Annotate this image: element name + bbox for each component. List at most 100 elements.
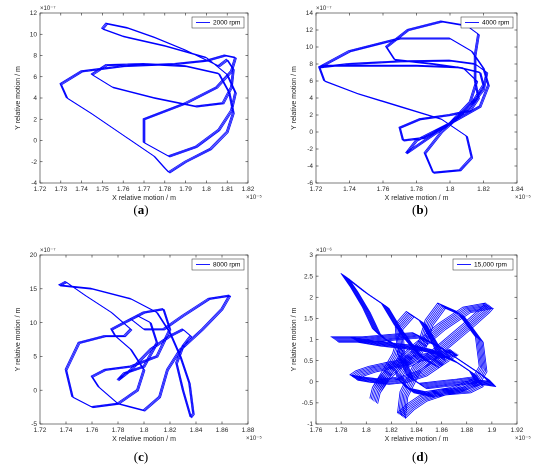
x-tick-label: 1.74: [75, 186, 88, 193]
x-axis-label: X relative motion / m: [385, 436, 449, 443]
x-tick-label: 1.76: [377, 186, 390, 193]
legend-box: [191, 16, 245, 29]
y-tick-label: 2.5: [304, 273, 313, 280]
x-tick-label: 1.84: [410, 427, 423, 434]
x-tick-label: 1.86: [216, 427, 229, 434]
chart-panel-a: 1.72 1.73 1.74 1.75 1.76 1.77 1.78 1.79 1.8 1.81 1…: [15, 5, 262, 217]
series-line-1-pass-2: [319, 21, 490, 174]
x-axis-label: X relative motion / m: [385, 195, 449, 202]
x-tick-label: 1.88: [242, 427, 255, 434]
x-tick-label: 1.81: [221, 186, 234, 193]
legend-label: 4000 rpm: [482, 20, 509, 27]
x-tick-label: 1.82: [164, 427, 177, 434]
x-tick-label: 1.72: [310, 186, 323, 193]
y-tick-label: 2: [309, 112, 313, 119]
chart-panel-d: 1.76 1.78 1.8 1.82 1.84 1.86 1.88 1.9 1.92 -1 -0.5…: [291, 247, 531, 464]
x-tick-label: 1.82: [477, 186, 490, 193]
y-tick-label: 0: [309, 129, 313, 136]
y-tick-label: -2: [31, 159, 37, 166]
series-line-1-pass-1: [59, 281, 231, 418]
y-exponent: ×10⁻⁷: [316, 5, 332, 12]
panel-caption: (b): [412, 202, 428, 217]
x-tick-label: 1.8: [139, 427, 148, 434]
y-tick-label: 0: [309, 379, 313, 386]
y-tick-label: -2: [307, 146, 313, 153]
x-tick-label: 1.92: [511, 427, 524, 434]
x-tick-label: 1.76: [86, 427, 99, 434]
panel-caption: (c): [134, 449, 148, 464]
y-tick-label: 20: [30, 252, 38, 259]
y-tick-label: 5: [33, 354, 37, 361]
y-tick-label: 1.5: [304, 316, 313, 323]
x-tick-label: 1.78: [112, 427, 125, 434]
y-tick-label: 14: [306, 10, 314, 17]
series-line-1: [318, 20, 488, 173]
x-exponent: ×10⁻⁵: [515, 194, 531, 201]
x-tick-label: 1.9: [487, 427, 496, 434]
y-tick-label: 12: [306, 27, 314, 34]
x-tick-label: 1.8: [202, 186, 211, 193]
y-tick-label: 10: [306, 44, 314, 51]
y-tick-label: 10: [30, 31, 38, 38]
x-tick-label: 1.8: [362, 427, 371, 434]
y-exponent: ×10⁻⁶: [316, 247, 332, 254]
panel-caption: (a): [133, 202, 148, 217]
y-tick-label: 6: [33, 74, 37, 81]
x-tick-label: 1.74: [60, 427, 73, 434]
x-tick-label: 1.78: [335, 427, 348, 434]
x-tick-label: 1.8: [445, 186, 454, 193]
series-line-1-pass-6: [338, 278, 497, 419]
x-tick-label: 1.73: [54, 186, 67, 193]
y-exponent: ×10⁻⁷: [40, 5, 56, 12]
legend-box: [460, 16, 514, 29]
y-tick-label: 3: [309, 252, 313, 259]
y-tick-label: 0: [33, 387, 37, 394]
y-tick-label: 0: [33, 138, 37, 145]
legend-box: [191, 258, 245, 271]
series-line-1-pass-2: [60, 282, 232, 419]
panel-caption-letter: d: [416, 449, 424, 464]
y-exponent: ×10⁻⁷: [40, 247, 56, 254]
x-tick-label: 1.84: [511, 186, 524, 193]
series-line-1: [58, 281, 230, 417]
plot-area: [39, 254, 249, 425]
y-tick-label: -4: [307, 163, 313, 170]
y-tick-label: -6: [307, 180, 313, 187]
x-tick-label: 1.79: [179, 186, 192, 193]
legend-box: [452, 258, 514, 271]
y-tick-label: 4: [309, 95, 313, 102]
x-tick-label: 1.84: [190, 427, 203, 434]
x-axis-label: X relative motion / m: [112, 195, 176, 202]
x-tick-label: 1.76: [310, 427, 323, 434]
panel-caption-letter: b: [416, 202, 423, 217]
y-axis-label: Y relative motion / m: [291, 66, 298, 130]
y-axis-label: Y relative motion / m: [15, 66, 22, 130]
panel-caption: (d): [412, 449, 428, 464]
x-exponent: ×10⁻⁵: [246, 435, 262, 442]
panel-caption-letter: a: [138, 202, 145, 217]
x-tick-label: 1.86: [435, 427, 448, 434]
panel-caption-letter: c: [138, 449, 144, 464]
y-tick-label: 1: [309, 337, 313, 344]
y-tick-label: 15: [30, 286, 38, 293]
y-tick-label: -4: [31, 180, 37, 187]
x-tick-label: 1.72: [34, 186, 47, 193]
x-tick-label: 1.77: [138, 186, 151, 193]
y-tick-label: 6: [309, 78, 313, 85]
series-line-1-pass-1: [319, 21, 489, 174]
legend-label: 2000 rpm: [213, 20, 240, 27]
x-exponent: ×10⁻⁵: [246, 194, 262, 201]
x-tick-label: 1.78: [410, 186, 423, 193]
y-axis-label: Y relative motion / m: [291, 308, 298, 372]
series-line-1-pass-2: [61, 23, 237, 174]
plot-area: [39, 12, 249, 184]
legend-label: 8000 rpm: [213, 262, 240, 269]
chart-panel-c: 1.72 1.74 1.76 1.78 1.8 1.82 1.84 1.86 1.88 -5 0 5 1…: [15, 247, 262, 464]
y-tick-label: 2: [33, 116, 37, 123]
x-tick-label: 1.82: [385, 427, 398, 434]
y-tick-label: -1: [307, 421, 313, 428]
y-axis-label: Y relative motion / m: [15, 308, 22, 372]
legend-label: 15,000 rpm: [474, 262, 507, 269]
x-tick-label: 1.88: [460, 427, 473, 434]
